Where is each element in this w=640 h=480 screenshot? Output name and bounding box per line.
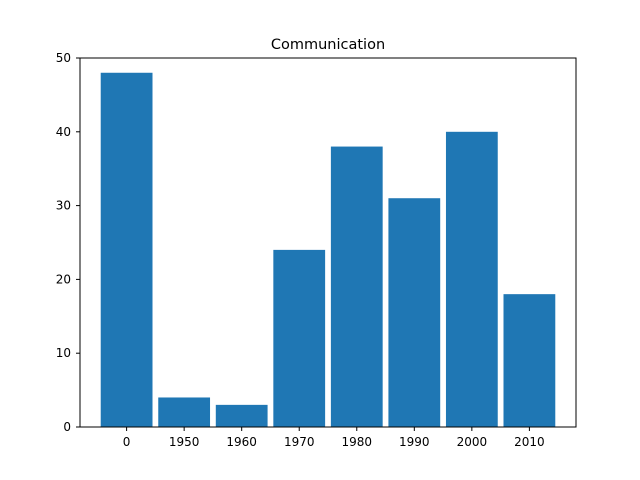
bar-1990 [388,198,441,427]
x-tick-label: 2010 [514,435,545,449]
x-tick-label: 1970 [284,435,315,449]
bar-2010 [503,294,556,427]
bar-1980 [330,146,383,427]
bar-1960 [215,404,268,427]
chart-title: Communication [271,37,385,53]
plot-frame [79,57,577,428]
y-tick-label: 0 [63,420,71,434]
x-tick-label: 1960 [226,435,257,449]
y-axis: 0 10 20 30 40 50 [56,51,80,434]
bar-0 [100,72,153,427]
y-tick-label: 10 [56,346,71,360]
x-tick-label: 0 [123,435,131,449]
bar-1950 [158,397,211,427]
y-tick-label: 30 [56,199,71,213]
bars-group [100,72,556,428]
y-tick-label: 20 [56,272,71,286]
bar-1970 [273,249,326,427]
y-tick-label: 40 [56,125,71,139]
y-tick-label: 50 [56,51,71,65]
bar-2000 [445,131,498,428]
x-tick-label: 1950 [169,435,200,449]
x-tick-label: 2000 [457,435,488,449]
x-tick-label: 1990 [399,435,430,449]
x-tick-label: 1980 [341,435,372,449]
x-axis: 0 1950 1960 1970 1980 1990 2000 2010 [123,427,545,449]
